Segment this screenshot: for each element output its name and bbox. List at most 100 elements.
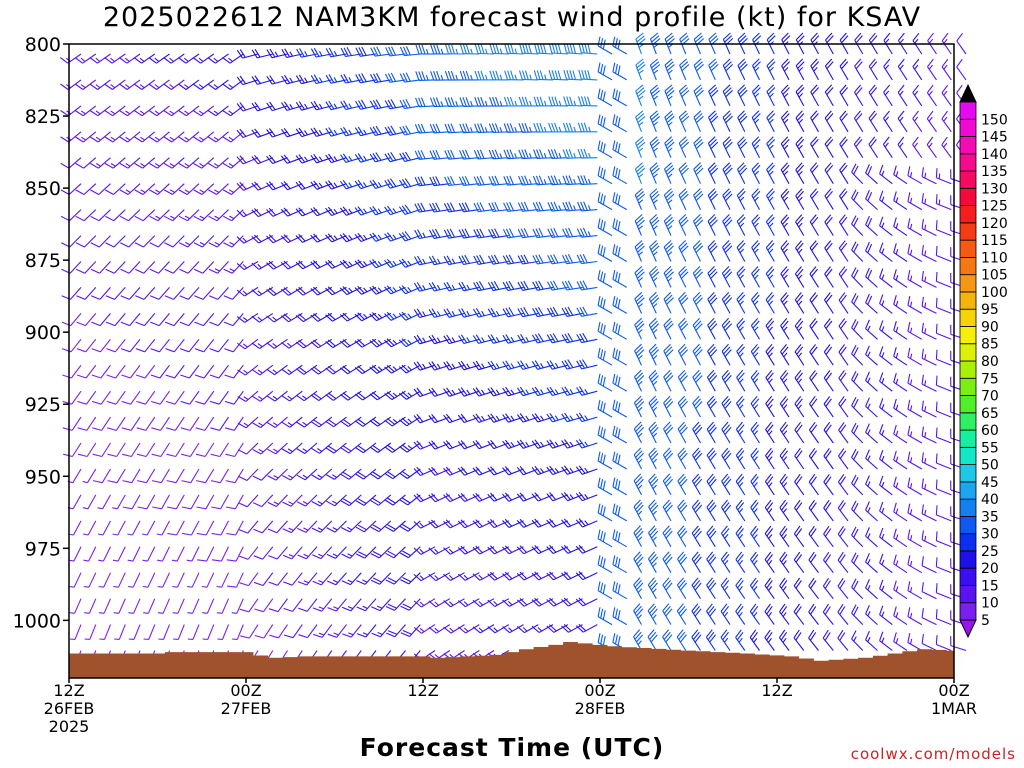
barb-feather bbox=[580, 201, 585, 211]
wind-barb bbox=[112, 546, 126, 562]
barb-feather bbox=[617, 636, 621, 646]
wind-barb bbox=[531, 492, 554, 502]
wind-barb bbox=[354, 312, 377, 322]
barb-feather bbox=[723, 268, 731, 277]
wind-barb bbox=[163, 105, 185, 117]
barb-feather bbox=[617, 169, 621, 179]
barb-feather bbox=[267, 501, 277, 507]
barb-feather bbox=[399, 73, 405, 83]
barb-feather bbox=[281, 368, 290, 376]
wind-barb bbox=[766, 110, 776, 133]
barb-shaft bbox=[86, 416, 97, 431]
wind-barb bbox=[369, 205, 391, 216]
barb-feather bbox=[384, 73, 391, 83]
barb-feather bbox=[325, 101, 332, 110]
wind-barb bbox=[676, 603, 688, 625]
barb-shaft bbox=[465, 624, 480, 634]
barb-feather bbox=[563, 571, 572, 579]
barb-feather bbox=[566, 43, 571, 54]
barb-shaft bbox=[735, 559, 746, 574]
barb-feather bbox=[179, 242, 189, 248]
barb-shaft bbox=[247, 546, 259, 560]
barb-half-feather bbox=[287, 342, 292, 347]
wind-barb bbox=[663, 343, 674, 366]
barb-feather bbox=[474, 44, 479, 54]
barb-feather bbox=[557, 44, 562, 54]
wind-barb bbox=[121, 364, 141, 379]
barb-half-feather bbox=[739, 404, 744, 409]
barb-feather bbox=[119, 136, 128, 143]
barb-feather bbox=[695, 426, 703, 435]
barb-shaft bbox=[677, 480, 687, 496]
barb-feather bbox=[635, 294, 644, 302]
barb-half-feather bbox=[638, 225, 644, 230]
wind-barb bbox=[503, 96, 524, 107]
wind-barb bbox=[578, 43, 598, 55]
barb-feather bbox=[135, 374, 146, 379]
barb-feather bbox=[430, 44, 435, 55]
barb-shaft bbox=[173, 287, 185, 300]
barb-feather bbox=[478, 281, 485, 290]
barb-feather bbox=[90, 215, 100, 222]
barb-feather bbox=[614, 530, 618, 541]
barb-feather bbox=[551, 43, 556, 54]
barb-feather bbox=[75, 189, 85, 195]
barb-half-feather bbox=[768, 248, 774, 254]
barb-feather bbox=[520, 334, 527, 343]
barb-feather bbox=[612, 321, 616, 332]
barb-half-feather bbox=[141, 533, 148, 536]
barb-feather bbox=[384, 419, 393, 427]
wind-barb bbox=[237, 364, 259, 376]
barb-half-feather bbox=[213, 84, 219, 89]
barb-feather bbox=[339, 234, 347, 243]
barb-feather bbox=[177, 57, 187, 64]
barb-feather bbox=[150, 321, 160, 327]
barb-half-feather bbox=[229, 215, 235, 220]
barb-feather bbox=[735, 525, 743, 534]
barb-feather bbox=[251, 76, 258, 85]
barb-feather bbox=[665, 426, 674, 435]
barb-feather bbox=[751, 580, 759, 589]
barb-feather bbox=[524, 96, 529, 107]
barb-shaft bbox=[216, 209, 229, 222]
barb-shaft bbox=[118, 598, 126, 614]
wind-barb bbox=[597, 399, 613, 418]
wind-barb bbox=[597, 192, 613, 211]
barb-half-feather bbox=[652, 355, 658, 360]
barb-feather bbox=[328, 47, 335, 57]
wind-barb bbox=[267, 494, 288, 507]
barb-feather bbox=[579, 280, 585, 290]
barb-feather bbox=[342, 633, 352, 638]
barb-shaft bbox=[245, 416, 259, 429]
barb-feather bbox=[664, 136, 673, 144]
barb-shaft bbox=[218, 338, 229, 353]
barb-feather bbox=[413, 441, 421, 450]
barb-feather bbox=[567, 333, 574, 342]
barb-shaft bbox=[248, 624, 259, 639]
barb-feather bbox=[708, 58, 717, 66]
wind-barb bbox=[576, 332, 598, 344]
barb-shaft bbox=[145, 442, 156, 457]
wind-barb bbox=[749, 603, 760, 625]
wind-barb bbox=[750, 447, 760, 470]
wind-barb bbox=[252, 390, 274, 402]
barb-feather bbox=[354, 287, 362, 295]
barb-feather bbox=[651, 478, 659, 487]
barb-feather bbox=[678, 317, 686, 326]
barb-feather bbox=[473, 149, 479, 160]
wind-barb bbox=[546, 412, 568, 423]
barb-feather bbox=[710, 219, 718, 227]
barb-feather bbox=[460, 360, 468, 370]
barb-shaft bbox=[156, 79, 170, 90]
barb-half-feather bbox=[652, 536, 657, 542]
barb-feather bbox=[612, 451, 616, 462]
barb-feather bbox=[136, 427, 146, 431]
barb-feather bbox=[679, 294, 687, 303]
barb-feather bbox=[298, 180, 306, 189]
barb-feather bbox=[666, 297, 674, 305]
barb-shaft bbox=[648, 506, 657, 522]
barb-feather bbox=[193, 242, 203, 248]
barb-feather bbox=[724, 323, 733, 331]
barb-shaft bbox=[117, 546, 126, 562]
wind-barb bbox=[597, 581, 613, 600]
